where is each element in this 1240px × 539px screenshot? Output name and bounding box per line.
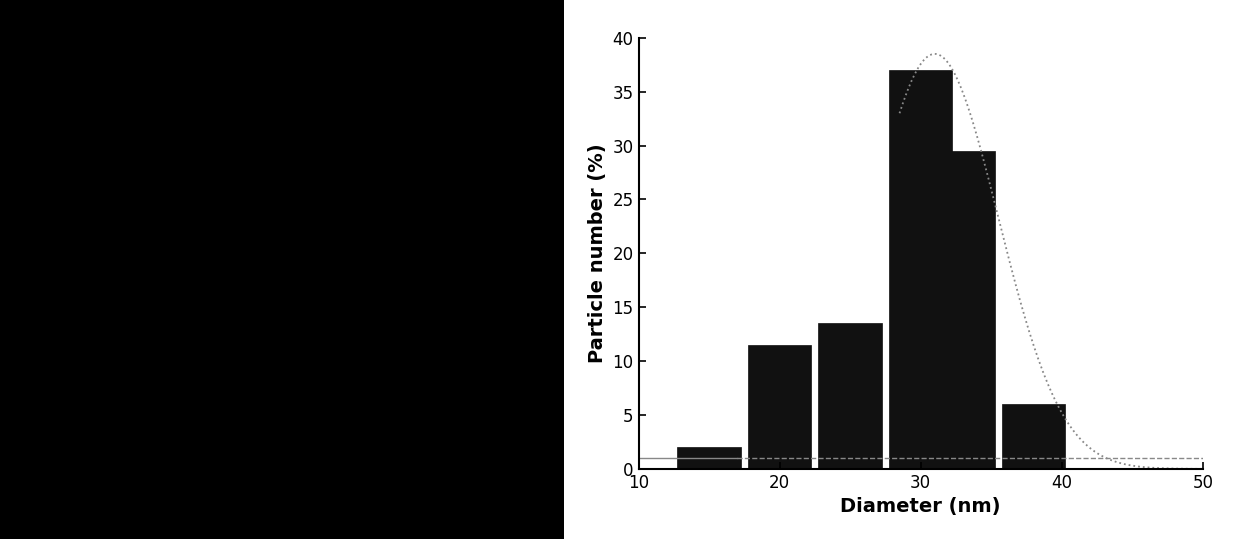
- Bar: [1002, 404, 1065, 469]
- Bar: [818, 323, 882, 469]
- Bar: [677, 447, 740, 469]
- Y-axis label: Particle number (%): Particle number (%): [588, 143, 608, 363]
- Bar: [889, 70, 952, 469]
- Bar: [748, 345, 811, 469]
- X-axis label: Diameter (nm): Diameter (nm): [841, 497, 1001, 516]
- Bar: [931, 151, 994, 469]
